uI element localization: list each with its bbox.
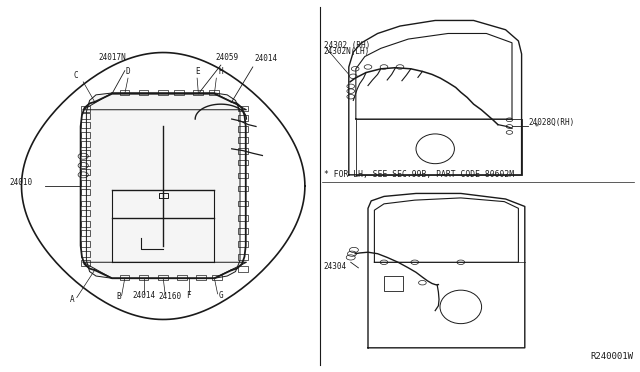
Bar — [81, 169, 90, 175]
Text: 24010: 24010 — [10, 178, 33, 187]
Bar — [238, 254, 248, 260]
Bar — [209, 90, 219, 95]
Text: E: E — [195, 67, 200, 76]
Text: R240001W: R240001W — [591, 352, 634, 361]
Bar — [238, 266, 248, 272]
Bar — [81, 180, 90, 186]
Text: B: B — [116, 292, 121, 301]
Bar — [139, 275, 148, 280]
Bar — [81, 122, 90, 128]
Bar — [81, 189, 90, 195]
Bar — [238, 173, 248, 178]
Text: F: F — [186, 291, 191, 300]
Text: 24014: 24014 — [132, 291, 156, 300]
Bar — [212, 275, 222, 280]
Bar — [238, 126, 248, 132]
Bar — [238, 215, 248, 221]
Bar — [238, 137, 248, 143]
Text: * FOR LH, SEE SEC.99B, PART CODE 80602M: * FOR LH, SEE SEC.99B, PART CODE 80602M — [324, 170, 515, 179]
Bar — [196, 275, 206, 280]
Polygon shape — [86, 93, 240, 278]
Text: G: G — [218, 291, 223, 300]
Bar — [238, 228, 248, 234]
Bar — [81, 251, 90, 257]
Polygon shape — [83, 262, 246, 278]
Text: D: D — [125, 67, 131, 76]
Bar — [81, 221, 90, 227]
Text: 24014: 24014 — [254, 54, 277, 63]
Text: 24059: 24059 — [216, 52, 239, 61]
Bar — [120, 90, 129, 95]
Bar — [81, 260, 90, 266]
Bar — [238, 241, 248, 247]
Text: 24160: 24160 — [158, 292, 181, 301]
Text: H: H — [218, 67, 223, 76]
Text: 24304: 24304 — [323, 262, 346, 270]
Bar — [238, 201, 248, 206]
Bar — [384, 276, 403, 291]
Text: A: A — [69, 295, 74, 304]
Bar — [81, 106, 90, 112]
Bar — [174, 90, 184, 95]
Bar — [158, 275, 168, 280]
Text: 24302N(LH): 24302N(LH) — [324, 47, 370, 56]
Bar — [238, 106, 248, 111]
Polygon shape — [83, 93, 246, 110]
Bar — [238, 148, 248, 154]
Bar — [81, 141, 90, 147]
Bar — [81, 201, 90, 206]
Bar — [81, 210, 90, 216]
Bar — [238, 115, 248, 121]
Bar — [158, 90, 168, 95]
Text: *: * — [534, 123, 538, 132]
Bar — [81, 132, 90, 138]
Bar — [193, 90, 203, 95]
Bar — [238, 160, 248, 165]
Bar — [238, 186, 248, 191]
Text: 24028Q(RH): 24028Q(RH) — [529, 118, 575, 127]
Text: C: C — [73, 71, 78, 80]
Text: 24302 (RH): 24302 (RH) — [324, 41, 370, 50]
Bar — [81, 150, 90, 156]
Bar — [139, 90, 148, 95]
Bar — [81, 241, 90, 247]
Bar — [81, 230, 90, 236]
Text: 24017N: 24017N — [98, 52, 126, 61]
Bar — [81, 113, 90, 119]
Bar — [120, 275, 129, 280]
Bar — [177, 275, 187, 280]
Bar — [81, 160, 90, 166]
